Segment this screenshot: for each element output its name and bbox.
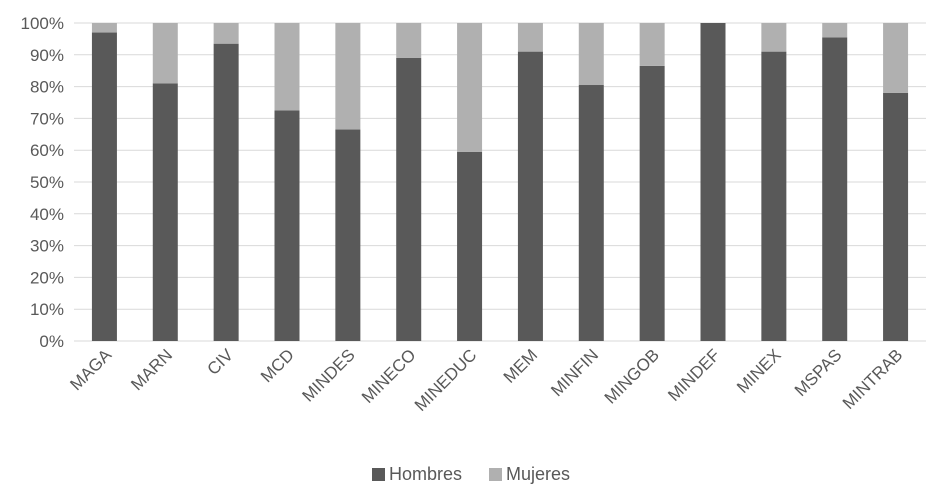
legend-label-hombres: Hombres [389,464,462,484]
bar-mujeres [457,23,483,152]
bar-mujeres [274,23,300,111]
x-tick-label: CIV [203,345,237,379]
x-tick-label: MINECO [358,345,420,407]
bar-mujeres [883,23,909,93]
bar-hombres [274,110,300,341]
x-tick-label: MSPAS [791,345,846,400]
bars [91,23,909,342]
bar-mujeres [91,23,117,33]
y-tick-label: 0% [39,332,64,351]
bar-hombres [578,85,604,341]
bar-mujeres [213,23,239,44]
bar-hombres [822,37,848,342]
y-tick-label: 70% [30,109,64,128]
bar-hombres [639,65,665,342]
bar-mujeres [335,23,361,130]
x-tick-label: MARN [127,345,176,394]
x-tick-label: MINDEF [664,345,724,405]
bar-hombres [883,92,909,342]
x-tick-label: MINEDUC [411,345,481,415]
bar-mujeres [761,23,787,52]
x-tick-label: MINTRAB [839,345,907,413]
x-tick-label: MINDES [298,345,358,405]
y-tick-label: 50% [30,173,64,192]
bar-mujeres [639,23,665,66]
x-tick-label: MINGOB [601,345,663,407]
x-tick-label: MINEX [733,345,785,397]
legend: Hombres Mujeres [372,464,570,484]
legend-label-mujeres: Mujeres [506,464,570,484]
bar-hombres [517,51,543,342]
bar-mujeres [822,23,848,38]
bar-hombres [213,43,239,342]
y-tick-label: 30% [30,237,64,256]
bar-mujeres [152,23,178,84]
bar-mujeres [517,23,543,52]
x-tick-label: MEM [500,345,541,386]
legend-swatch-mujeres [489,468,502,481]
bar-mujeres [578,23,604,86]
bar-hombres [152,83,178,342]
bar-hombres [335,129,361,341]
bar-hombres [761,51,787,342]
x-tick-label: MAGA [66,345,115,394]
x-tick-label: MCD [257,345,298,386]
bar-mujeres [396,23,422,58]
y-tick-label: 40% [30,205,64,224]
bar-hombres [396,57,422,341]
y-tick-label: 20% [30,268,64,287]
y-tick-label: 80% [30,78,64,97]
legend-swatch-hombres [372,468,385,481]
bar-hombres [457,151,483,341]
y-tick-label: 60% [30,141,64,160]
y-tick-label: 100% [21,14,64,33]
bar-hombres [91,32,117,341]
y-tick-label: 90% [30,46,64,65]
y-axis-ticks: 0% 10% 20% 30% 40% 50% 60% 70% 80% 90% 100% [21,14,64,351]
bar-hombres [700,23,726,341]
x-tick-label: MINFIN [547,345,602,400]
y-tick-label: 10% [30,300,64,319]
gridlines [74,22,926,342]
